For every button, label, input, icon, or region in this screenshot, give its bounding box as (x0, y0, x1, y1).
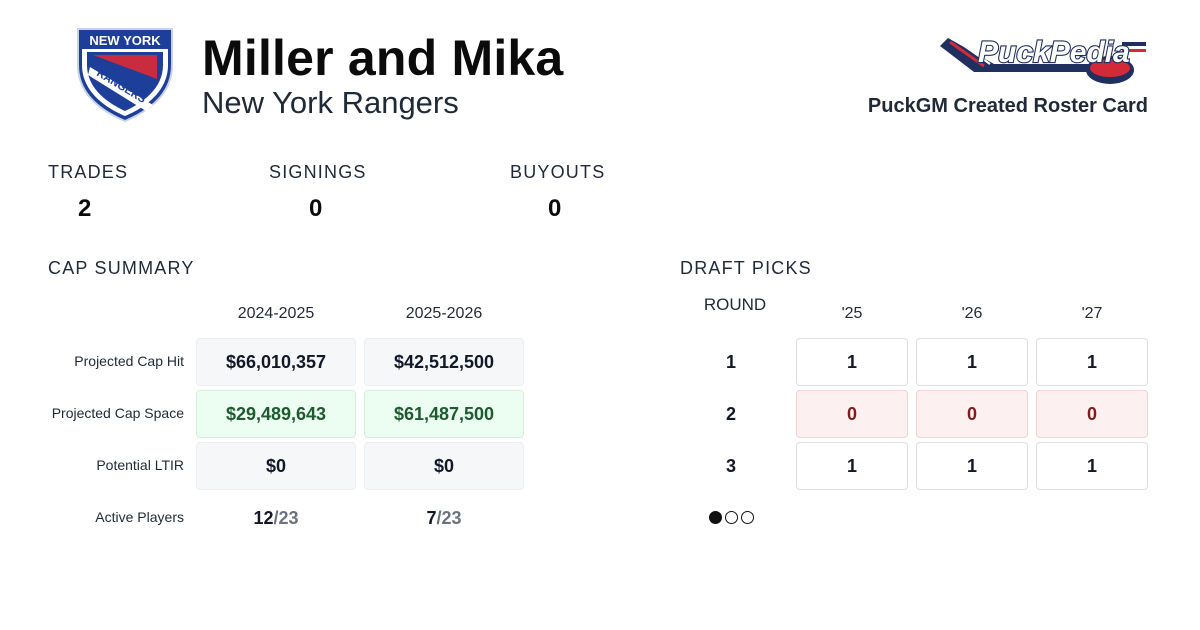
active-players-value: 12/23 (196, 508, 356, 529)
stat-trades-value: 2 (78, 195, 92, 222)
cap-hit-value: $42,512,500 (364, 338, 524, 386)
pagination-dot[interactable] (741, 511, 754, 524)
active-max: 23 (278, 508, 299, 528)
pagination-dots (709, 511, 754, 524)
cap-space-value: $29,489,643 (196, 390, 356, 438)
row-label-ltir: Potential LTIR (96, 457, 184, 473)
stat-buyouts-value: 0 (548, 195, 562, 222)
round-number: 3 (725, 456, 736, 476)
stat-signings-label: SIGNINGS (269, 162, 367, 182)
draft-pick-cell[interactable]: 0 (1036, 390, 1148, 438)
draft-pick-cell[interactable]: 1 (916, 338, 1028, 386)
stat-trades-label: TRADES (48, 162, 129, 182)
draft-pick-cell[interactable]: 0 (916, 390, 1028, 438)
year-header: '26 (961, 305, 983, 322)
season-header: 2025-2026 (405, 305, 483, 322)
brand-name: PuckPedia (978, 36, 1130, 69)
row-label-cap-space: Projected Cap Space (51, 405, 184, 421)
page-title: Miller and Mika (202, 30, 564, 86)
draft-pick-cell[interactable]: 1 (1036, 442, 1148, 490)
season-header: 2024-2025 (237, 305, 315, 322)
stat-trades: TRADES 2 (48, 162, 188, 222)
active-separator: / (436, 508, 442, 528)
cap-summary-title: CAP SUMMARY (48, 258, 195, 278)
team-name: New York Rangers (202, 85, 459, 120)
active-count: 7 (426, 508, 437, 528)
draft-picks-title: DRAFT PICKS (680, 258, 812, 278)
round-number: 2 (725, 404, 736, 424)
active-count: 12 (253, 508, 274, 528)
year-header: '25 (841, 305, 863, 322)
team-logo: NEW YORK RANGERS (77, 28, 173, 123)
row-label-active-players: Active Players (95, 509, 184, 525)
round-header: ROUND (703, 295, 767, 314)
stat-signings: SIGNINGS 0 (269, 162, 409, 222)
active-players-value: 7/23 (364, 508, 524, 529)
ltir-value: $0 (364, 442, 524, 490)
pagination-dot[interactable] (725, 511, 738, 524)
active-separator: / (273, 508, 279, 528)
puckpedia-logo[interactable]: PuckPedia (934, 28, 1152, 92)
stat-buyouts-label: BUYOUTS (510, 162, 606, 182)
row-label-cap-hit: Projected Cap Hit (74, 353, 184, 369)
stat-buyouts: BUYOUTS 0 (510, 162, 650, 222)
draft-pick-cell[interactable]: 0 (796, 390, 908, 438)
stat-signings-value: 0 (309, 195, 323, 222)
draft-pick-cell[interactable]: 1 (916, 442, 1028, 490)
ltir-value: $0 (196, 442, 356, 490)
draft-pick-cell[interactable]: 1 (796, 338, 908, 386)
pagination-dot-active[interactable] (709, 511, 722, 524)
cap-hit-value: $66,010,357 (196, 338, 356, 386)
year-header: '27 (1081, 305, 1103, 322)
brand-caption: PuckGM Created Roster Card (867, 95, 1148, 117)
draft-pick-cell[interactable]: 1 (1036, 338, 1148, 386)
logo-text-top: NEW YORK (89, 33, 161, 48)
draft-pick-cell[interactable]: 1 (796, 442, 908, 490)
cap-space-value: $61,487,500 (364, 390, 524, 438)
round-number: 1 (725, 352, 736, 372)
active-max: 23 (441, 508, 462, 528)
